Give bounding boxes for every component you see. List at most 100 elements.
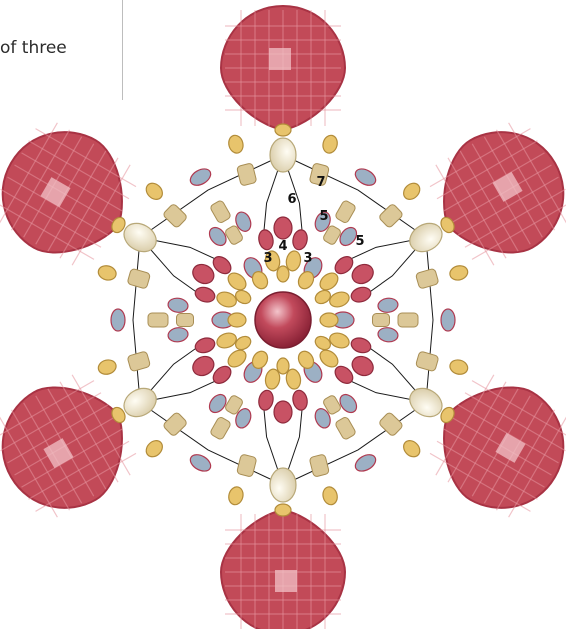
tan-tube-bead xyxy=(379,204,403,228)
gold-seed-bead xyxy=(251,271,269,290)
gold-seed-bead xyxy=(145,440,163,458)
crystal-facet xyxy=(435,164,495,266)
tan-tube-bead xyxy=(176,313,194,327)
blue-seed-bead xyxy=(354,454,377,472)
cream-pearl xyxy=(123,387,157,418)
blue-seed-bead xyxy=(339,393,358,414)
blue-seed-bead xyxy=(189,168,212,186)
crystal-drop xyxy=(0,122,137,266)
gold-seed-bead xyxy=(228,486,244,506)
crystal-highlight xyxy=(495,432,526,463)
tan-tube-bead xyxy=(127,351,151,372)
blue-seed-bead xyxy=(235,211,252,232)
tan-tube-bead xyxy=(210,417,231,440)
gold-seed-bead xyxy=(314,335,331,351)
blue-seed-bead xyxy=(167,297,189,313)
crystal-facet xyxy=(435,374,495,476)
red-seed-bead xyxy=(292,389,308,411)
crystal-highlight xyxy=(43,438,74,469)
blue-seed-bead xyxy=(110,308,126,332)
gold-seed-bead xyxy=(440,406,455,424)
caption-text: of three xyxy=(0,38,67,58)
crystal-drop xyxy=(219,4,347,132)
step-number-label: 3 xyxy=(263,251,272,266)
red-seed-bead xyxy=(351,355,374,377)
red-seed-bead xyxy=(194,286,216,303)
step-number-label: 4 xyxy=(278,239,287,254)
blue-seed-bead xyxy=(189,454,212,472)
crystal-facet xyxy=(7,404,109,464)
thread-line xyxy=(139,154,284,238)
tan-tube-bead xyxy=(147,312,169,328)
crystal-facet xyxy=(47,388,107,490)
red-seed-bead xyxy=(212,256,232,275)
cream-pearl xyxy=(123,222,157,253)
gold-seed-bead xyxy=(329,291,350,308)
tan-tube-bead xyxy=(415,268,439,289)
thread-line xyxy=(282,154,427,238)
gold-seed-bead xyxy=(228,134,244,154)
gold-seed-bead xyxy=(322,486,338,506)
gold-seed-bead xyxy=(319,349,339,368)
blue-seed-bead xyxy=(314,408,331,429)
crystal-drop xyxy=(429,122,566,266)
crystal-facet xyxy=(0,392,102,452)
crystal-facet xyxy=(429,452,531,512)
tan-tube-bead xyxy=(210,200,231,223)
red-seed-bead xyxy=(350,337,372,354)
gold-seed-bead xyxy=(274,503,292,517)
gold-seed-bead xyxy=(329,332,350,349)
gold-seed-bead xyxy=(111,216,126,234)
crystal-facet xyxy=(471,200,566,260)
tan-tube-bead xyxy=(415,351,439,372)
crystal-facet xyxy=(447,157,507,259)
gold-seed-bead xyxy=(322,134,338,154)
cream-pearl xyxy=(409,222,443,253)
crystal-body xyxy=(1,386,123,509)
red-seed-bead xyxy=(194,337,216,354)
gold-seed-bead xyxy=(319,272,339,291)
blue-seed-bead xyxy=(440,308,456,332)
blue-seed-bead xyxy=(167,327,189,343)
crystal-facet xyxy=(47,150,107,252)
gold-seed-bead xyxy=(264,368,281,390)
gold-seed-bead xyxy=(276,265,290,283)
tan-tube-bead xyxy=(323,225,341,245)
gold-seed-bead xyxy=(227,312,247,328)
tan-tube-bead xyxy=(163,204,187,228)
tan-tube-bead xyxy=(335,200,356,223)
thread-line xyxy=(282,402,427,486)
gold-seed-bead xyxy=(285,368,302,390)
tan-tube-bead xyxy=(397,312,419,328)
crystal-facet xyxy=(447,381,507,483)
crystal-facet xyxy=(59,381,119,483)
gold-seed-bead xyxy=(297,350,315,369)
red-seed-bead xyxy=(292,229,308,251)
red-seed-bead xyxy=(192,355,215,377)
tan-tube-bead xyxy=(309,454,330,477)
tan-tube-bead xyxy=(323,395,341,415)
crystal-drop xyxy=(0,374,137,518)
crystal-highlight xyxy=(269,48,291,70)
divider-line xyxy=(122,0,123,100)
crystal-facet xyxy=(459,150,519,252)
cream-pearl xyxy=(409,387,443,418)
crystal-facet xyxy=(59,157,119,259)
tan-tube-bead xyxy=(372,313,390,327)
crystal-facet xyxy=(71,164,131,266)
crystal-highlight xyxy=(275,570,297,592)
center-pearl xyxy=(254,291,312,349)
crystal-facet xyxy=(464,188,566,248)
tan-tube-bead xyxy=(379,412,403,436)
gold-seed-bead xyxy=(227,349,247,368)
gold-seed-bead xyxy=(449,265,469,281)
blue-seed-bead xyxy=(208,393,227,414)
crystal-highlight xyxy=(40,177,71,208)
red-seed-bead xyxy=(334,365,354,384)
red-seed-bead xyxy=(334,256,354,275)
gold-seed-bead xyxy=(274,123,292,137)
gold-seed-bead xyxy=(403,182,421,200)
crystal-body xyxy=(1,131,123,254)
step-number-label: 6 xyxy=(287,192,296,207)
